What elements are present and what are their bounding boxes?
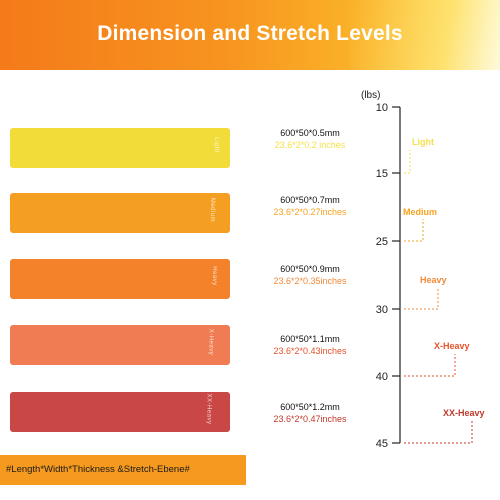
tick-label: 30 [376, 304, 388, 316]
dimension-x-heavy: 600*50*1.1mm 23.6*2*0.43inches [245, 333, 375, 357]
tick-45: 45 [376, 438, 400, 450]
level-label: Medium [403, 207, 437, 217]
unit-label: (lbs) [361, 90, 380, 101]
tick-label: 15 [376, 168, 388, 180]
dimension-mm: 600*50*0.7mm [280, 195, 340, 205]
level-label: Heavy [420, 275, 447, 285]
dimension-inches: 23.6*2*0.2 inches [274, 140, 346, 150]
dimension-heavy: 600*50*0.9mm 23.6*2*0.35inches [245, 263, 375, 287]
dimension-medium: 600*50*0.7mm 23.6*2*0.27inches [245, 194, 375, 218]
dimension-mm: 600*50*0.9mm [280, 264, 340, 274]
level-connector [404, 420, 473, 444]
page-title: Dimension and Stretch Levels [97, 22, 403, 45]
tick-40: 40 [376, 371, 400, 383]
level-connector [404, 150, 411, 174]
level-label: X-Heavy [434, 341, 470, 351]
band-x-heavy: X-Heavy [10, 325, 230, 365]
tick-15: 15 [376, 168, 400, 180]
dimension-mm: 600*50*1.1mm [280, 334, 340, 344]
tick-label: 10 [376, 102, 388, 114]
level-xx-heavy: XX-Heavy [404, 408, 485, 444]
tick-25: 25 [376, 236, 400, 248]
level-connector [404, 219, 424, 242]
level-medium: Medium [403, 207, 437, 242]
level-connector [404, 354, 456, 377]
level-label: XX-Heavy [443, 408, 485, 418]
band-heavy: Heavy [10, 259, 230, 299]
tick-label: 40 [376, 371, 388, 383]
tick-10: 10 [376, 102, 400, 114]
dimension-mm: 600*50*1.2mm [280, 402, 340, 412]
dimension-light: 600*50*0.5mm 23.6*2*0.2 inches [245, 127, 375, 151]
level-heavy: Heavy [404, 275, 447, 310]
footer-banner: #Length*Width*Thickness &Stretch-Ebene# [0, 455, 246, 485]
level-light: Light [404, 137, 434, 174]
band-medium: Medium [10, 193, 230, 233]
footer-text: #Length*Width*Thickness &Stretch-Ebene# [6, 464, 190, 475]
dimension-inches: 23.6*2*0.43inches [273, 346, 347, 356]
tick-30: 30 [376, 304, 400, 316]
dimension-mm: 600*50*0.5mm [280, 128, 340, 138]
brush-stroke-decoration [350, 0, 500, 70]
header-banner: Dimension and Stretch Levels [0, 0, 500, 70]
band-light: Light [10, 128, 230, 168]
tick-label: 45 [376, 438, 388, 450]
dimension-inches: 23.6*2*0.47inches [273, 414, 347, 424]
tick-label: 25 [376, 236, 388, 248]
dimension-inches: 23.6*2*0.27inches [273, 207, 347, 217]
level-label: Light [412, 137, 434, 147]
dimension-inches: 23.6*2*0.35inches [273, 276, 347, 286]
level-x-heavy: X-Heavy [404, 341, 470, 377]
dimension-xx-heavy: 600*50*1.2mm 23.6*2*0.47inches [245, 401, 375, 425]
band-xx-heavy: XX-Heavy [10, 392, 230, 432]
level-connector [404, 287, 439, 310]
